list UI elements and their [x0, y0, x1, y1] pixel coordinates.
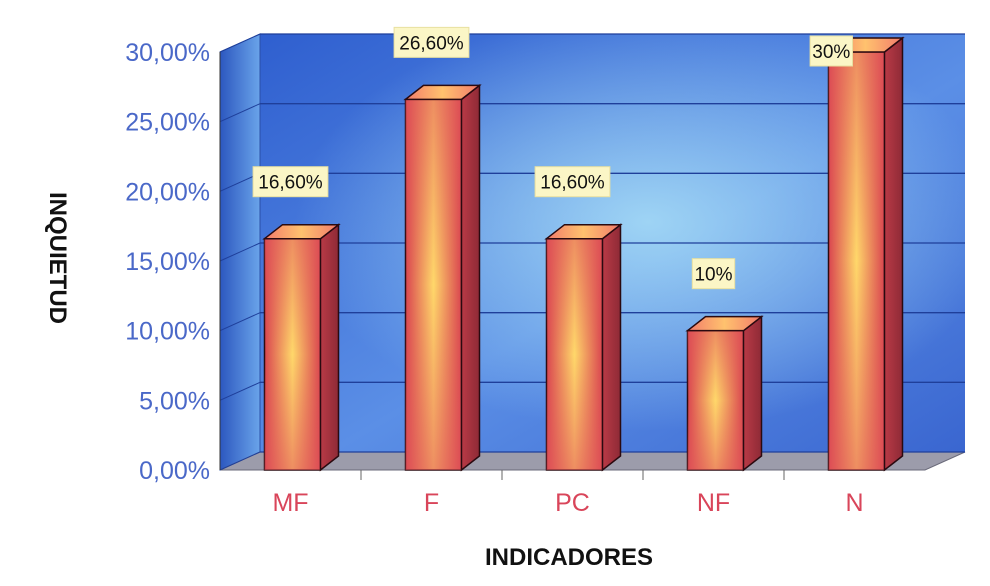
bar	[544, 223, 623, 472]
y-tick-label: 20,00%	[125, 178, 210, 206]
y-axis-title: INQUIETUD	[44, 192, 71, 324]
data-label-box	[252, 166, 329, 198]
data-label: 16,60%	[534, 166, 611, 198]
data-labels-group: 16,60% 26,60% 16,60% 10% 30%	[252, 26, 853, 290]
data-label-box	[809, 35, 853, 67]
bar	[262, 223, 341, 472]
bar-side	[319, 223, 340, 472]
gridline-side	[219, 312, 261, 332]
bar-front-shade	[828, 52, 885, 470]
data-label: 16,60%	[252, 166, 329, 198]
gridline-side	[219, 103, 261, 123]
bar-top	[544, 223, 623, 240]
x-tick-label: PC	[555, 489, 590, 517]
gridline-side	[219, 242, 261, 262]
data-label-text: 26,60%	[399, 33, 464, 54]
x-axis-title: INDICADORES	[485, 544, 653, 571]
bar	[826, 36, 905, 472]
gridline-side	[219, 33, 261, 53]
data-label-text: 10%	[694, 265, 732, 286]
gridline-side	[219, 381, 261, 401]
data-label: 10%	[691, 258, 736, 290]
bar-side	[601, 223, 622, 472]
bar-front-shade	[546, 238, 603, 470]
x-axis-ticks: MF F PC NF N	[272, 470, 864, 517]
bar-front-shade	[405, 99, 462, 470]
bar-top	[685, 315, 764, 332]
y-tick-label: 5,00%	[139, 387, 210, 415]
y-tick-label: 0,00%	[139, 457, 210, 485]
x-tick-label: F	[424, 489, 439, 517]
x-tick-label: N	[845, 489, 863, 517]
bar-front-shade	[264, 238, 321, 470]
bar-side	[742, 315, 763, 472]
data-label-box	[691, 258, 736, 290]
y-axis-ticks: 0,00% 5,00% 10,00% 15,00% 20,00% 25,00% 30,00%	[125, 39, 210, 485]
data-label-text: 30%	[812, 42, 850, 63]
x-tick-label: MF	[272, 489, 308, 517]
x-tick-label: NF	[697, 489, 730, 517]
bar	[685, 315, 764, 472]
y-tick-label: 10,00%	[125, 318, 210, 346]
bar-front-shade	[687, 330, 744, 470]
data-label-text: 16,60%	[258, 173, 323, 194]
bar-top	[262, 223, 341, 240]
y-tick-label: 25,00%	[125, 109, 210, 137]
y-tick-label: 30,00%	[125, 39, 210, 67]
data-label-text: 16,60%	[540, 173, 605, 194]
data-label-box	[534, 166, 611, 198]
bar-top	[403, 84, 482, 101]
bar-side	[883, 36, 904, 472]
gridline-side	[219, 451, 261, 471]
bar-side	[460, 83, 481, 472]
data-label: 26,60%	[393, 26, 470, 58]
bar	[403, 83, 482, 472]
data-label: 30%	[809, 35, 853, 67]
data-label-box	[393, 26, 470, 58]
y-tick-label: 15,00%	[125, 248, 210, 276]
bars-group	[262, 36, 905, 472]
